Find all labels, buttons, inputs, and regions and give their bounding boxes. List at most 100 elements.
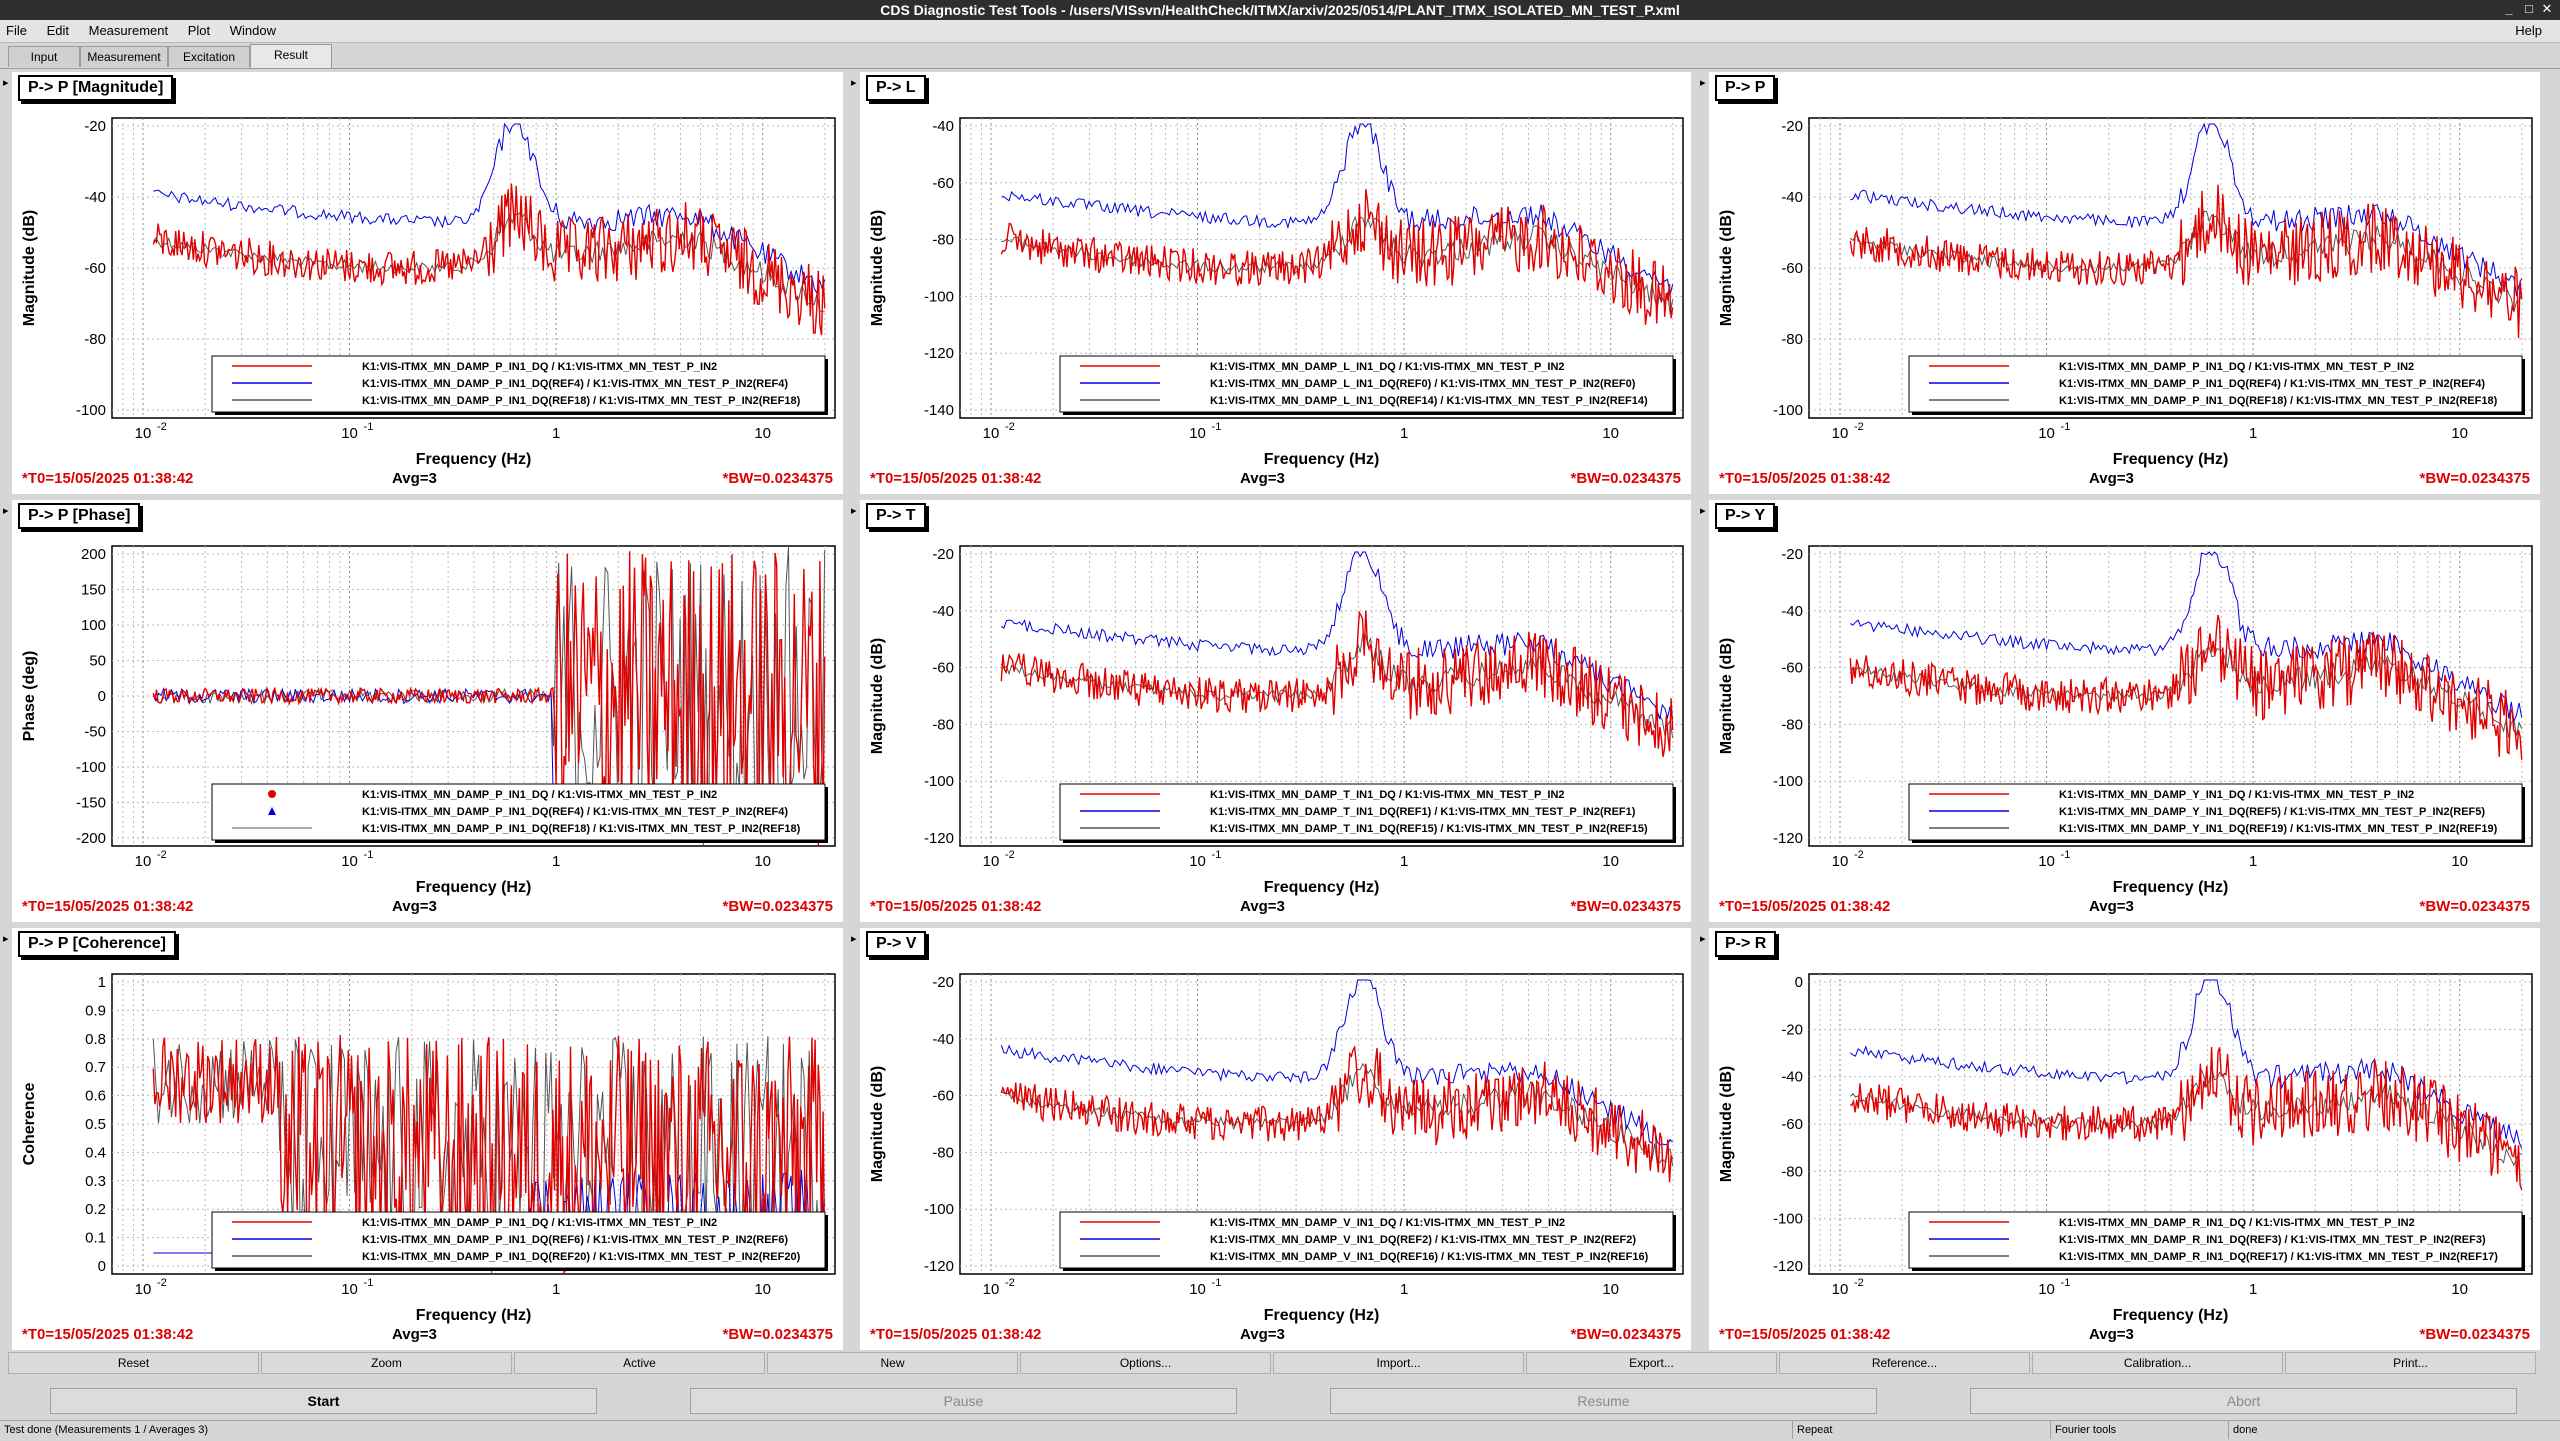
- panel-marker[interactable]: ▸: [3, 933, 9, 945]
- plot-panel-p-phase[interactable]: 200 150 100 50 0 -50 -100 -150 -200 10 -2 10 -1 1 10 K1…: [12, 500, 843, 922]
- tab-measurement[interactable]: Measurement: [80, 46, 168, 67]
- panel-marker[interactable]: ▸: [851, 77, 857, 89]
- menu-plot[interactable]: Plot: [187, 23, 211, 38]
- y-tick-label: 150: [81, 582, 106, 599]
- x-tick-label: 10: [1602, 425, 1619, 442]
- menu-measurement[interactable]: Measurement: [88, 23, 169, 38]
- footer-avg: Avg=3: [1240, 470, 1285, 487]
- y-tick-label: -100: [924, 1201, 954, 1218]
- plot-panel-p-l[interactable]: -40 -60 -80 -100 -120 -140 10 -2 10 -1 1 10 K1:VIS-I…: [860, 72, 1691, 494]
- toolbar-reset-button[interactable]: Reset: [8, 1352, 259, 1374]
- panel-marker[interactable]: ▸: [851, 505, 857, 517]
- panel-marker[interactable]: ▸: [3, 505, 9, 517]
- plot-canvas[interactable]: -20 -40 -60 -80 -100 -120 10 -2 10 -1 1 10 K1:VIS-IT…: [860, 500, 1691, 922]
- legend-entry: K1:VIS-ITMX_MN_DAMP_L_IN1_DQ(REF14) / K1…: [1210, 395, 1648, 407]
- plot-canvas[interactable]: -20 -40 -60 -80 -100 10 -2 10 -1 1 10 K1:VIS-ITMX_M…: [1709, 72, 2540, 494]
- resume-button[interactable]: Resume: [1330, 1388, 1877, 1414]
- y-axis-label: Magnitude (dB): [21, 210, 38, 326]
- x-tick-label: 10: [2451, 853, 2468, 870]
- footer-t0: *T0=15/05/2025 01:38:42: [22, 1326, 194, 1343]
- toolbar-reference-button[interactable]: Reference...: [1779, 1352, 2030, 1374]
- x-axis-label: Frequency (Hz): [416, 879, 532, 896]
- plot-panel-p-t[interactable]: -20 -40 -60 -80 -100 -120 10 -2 10 -1 1 10 K1:VIS-IT…: [860, 500, 1691, 922]
- tab-excitation[interactable]: Excitation: [168, 46, 250, 67]
- plot-canvas[interactable]: 1 0.9 0.8 0.7 0.6 0.5 0.4 0.3 0.2 0.1 0 10 -2 10 -1 1 10…: [12, 928, 843, 1350]
- footer-avg: Avg=3: [2089, 470, 2134, 487]
- y-tick-label: -100: [924, 773, 954, 790]
- menu-help[interactable]: Help: [2515, 23, 2542, 38]
- toolbar-new-button[interactable]: New: [767, 1352, 1018, 1374]
- plot-panel-p-mag[interactable]: -20 -40 -60 -80 -100 10 -2 10 -1 1 10 K1:VIS-ITMX_M…: [12, 72, 843, 494]
- toolbar-calibration-button[interactable]: Calibration...: [2032, 1352, 2283, 1374]
- svg-text:-2: -2: [1005, 421, 1015, 433]
- plot-canvas[interactable]: -20 -40 -60 -80 -100 10 -2 10 -1 1 10 K1:VIS-ITMX_M…: [12, 72, 843, 494]
- plot-canvas[interactable]: 200 150 100 50 0 -50 -100 -150 -200 10 -2 10 -1 1 10 K1…: [12, 500, 843, 922]
- plot-panel-p-y[interactable]: -20 -40 -60 -80 -100 -120 10 -2 10 -1 1 10 K1:VIS-IT…: [1709, 500, 2540, 922]
- y-tick-label: -80: [932, 1144, 954, 1161]
- plot-title: P-> P [Magnitude]: [18, 75, 174, 101]
- y-tick-label: -100: [76, 402, 106, 419]
- plot-panel-p-p[interactable]: -20 -40 -60 -80 -100 10 -2 10 -1 1 10 K1:VIS-ITMX_M…: [1709, 72, 2540, 494]
- x-tick-label: 1: [1400, 1281, 1408, 1298]
- plot-panel-p-coh[interactable]: 1 0.9 0.8 0.7 0.6 0.5 0.4 0.3 0.2 0.1 0 10 -2 10 -1 1 10…: [12, 928, 843, 1350]
- legend-entry: K1:VIS-ITMX_MN_DAMP_P_IN1_DQ / K1:VIS-IT…: [362, 789, 717, 801]
- footer-bw: *BW=0.0234375: [1570, 898, 1682, 915]
- toolbar-print-button[interactable]: Print...: [2285, 1352, 2536, 1374]
- tab-result[interactable]: Result: [250, 44, 332, 68]
- x-tick-label: 10: [1832, 853, 1849, 870]
- y-tick-label: -80: [84, 331, 106, 348]
- menu-window[interactable]: Window: [229, 23, 276, 38]
- start-button[interactable]: Start: [50, 1388, 597, 1414]
- minimize-icon[interactable]: _: [2505, 1, 2513, 16]
- toolbar-zoom-button[interactable]: Zoom: [261, 1352, 512, 1374]
- panel-marker[interactable]: ▸: [3, 77, 9, 89]
- trace-measured: [1849, 184, 2523, 339]
- toolbar-export-button[interactable]: Export...: [1526, 1352, 1777, 1374]
- tab-input[interactable]: Input: [8, 46, 80, 67]
- menu-edit[interactable]: Edit: [46, 23, 69, 38]
- panel-marker[interactable]: ▸: [851, 933, 857, 945]
- x-tick-label: 10: [2038, 425, 2055, 442]
- maximize-icon[interactable]: □: [2525, 1, 2533, 16]
- footer-bw: *BW=0.0234375: [1570, 470, 1682, 487]
- plot-title: P-> P: [1715, 75, 1776, 101]
- footer-avg: Avg=3: [1240, 1326, 1285, 1343]
- x-tick-label: 10: [2451, 1281, 2468, 1298]
- svg-text:-2: -2: [1005, 1277, 1015, 1289]
- panel-marker[interactable]: ▸: [1700, 77, 1706, 89]
- toolbar-import-button[interactable]: Import...: [1273, 1352, 1524, 1374]
- panel-marker[interactable]: ▸: [1700, 933, 1706, 945]
- menu-file[interactable]: File: [6, 23, 27, 38]
- trace-ref-a: [1849, 979, 2523, 1149]
- y-tick-label: -60: [84, 260, 106, 277]
- x-tick-label: 10: [983, 425, 1000, 442]
- close-icon[interactable]: ✕: [2541, 1, 2553, 16]
- status-fourier: Fourier tools: [2050, 1421, 2225, 1439]
- toolbar-options-button[interactable]: Options...: [1020, 1352, 1271, 1374]
- plot-canvas[interactable]: 0 -20 -40 -60 -80 -100 -120 10 -2 10 -1 1 10 K1:VIS-I…: [1709, 928, 2540, 1350]
- y-tick-label: -40: [1781, 603, 1803, 620]
- svg-text:-1: -1: [2061, 421, 2071, 433]
- y-tick-label: -100: [924, 288, 954, 305]
- footer-t0: *T0=15/05/2025 01:38:42: [1719, 1326, 1891, 1343]
- y-tick-label: 1: [98, 974, 106, 991]
- panel-marker[interactable]: ▸: [1700, 505, 1706, 517]
- plot-panel-p-r[interactable]: 0 -20 -40 -60 -80 -100 -120 10 -2 10 -1 1 10 K1:VIS-I…: [1709, 928, 2540, 1350]
- plot-canvas[interactable]: -20 -40 -60 -80 -100 -120 10 -2 10 -1 1 10 K1:VIS-IT…: [1709, 500, 2540, 922]
- plot-canvas[interactable]: -20 -40 -60 -80 -100 -120 10 -2 10 -1 1 10 K1:VIS-IT…: [860, 928, 1691, 1350]
- legend-entry: K1:VIS-ITMX_MN_DAMP_Y_IN1_DQ(REF19) / K1…: [2059, 823, 2498, 835]
- plot-canvas[interactable]: -40 -60 -80 -100 -120 -140 10 -2 10 -1 1 10 K1:VIS-I…: [860, 72, 1691, 494]
- plot-panel-p-v[interactable]: -20 -40 -60 -80 -100 -120 10 -2 10 -1 1 10 K1:VIS-IT…: [860, 928, 1691, 1350]
- trace-ref-a: [153, 122, 826, 295]
- pause-button[interactable]: Pause: [690, 1388, 1237, 1414]
- trace-measured: [152, 1035, 826, 1275]
- legend-entry: K1:VIS-ITMX_MN_DAMP_T_IN1_DQ(REF1) / K1:…: [1210, 806, 1636, 818]
- trace-measured: [1850, 1046, 2523, 1191]
- legend-entry: K1:VIS-ITMX_MN_DAMP_Y_IN1_DQ / K1:VIS-IT…: [2059, 789, 2414, 801]
- status-state: done: [2228, 1421, 2560, 1439]
- toolbar-active-button[interactable]: Active: [514, 1352, 765, 1374]
- y-tick-label: -120: [1773, 1258, 1803, 1275]
- footer-bw: *BW=0.0234375: [2419, 1326, 2531, 1343]
- legend-entry: K1:VIS-ITMX_MN_DAMP_R_IN1_DQ / K1:VIS-IT…: [2059, 1217, 2415, 1229]
- abort-button[interactable]: Abort: [1970, 1388, 2517, 1414]
